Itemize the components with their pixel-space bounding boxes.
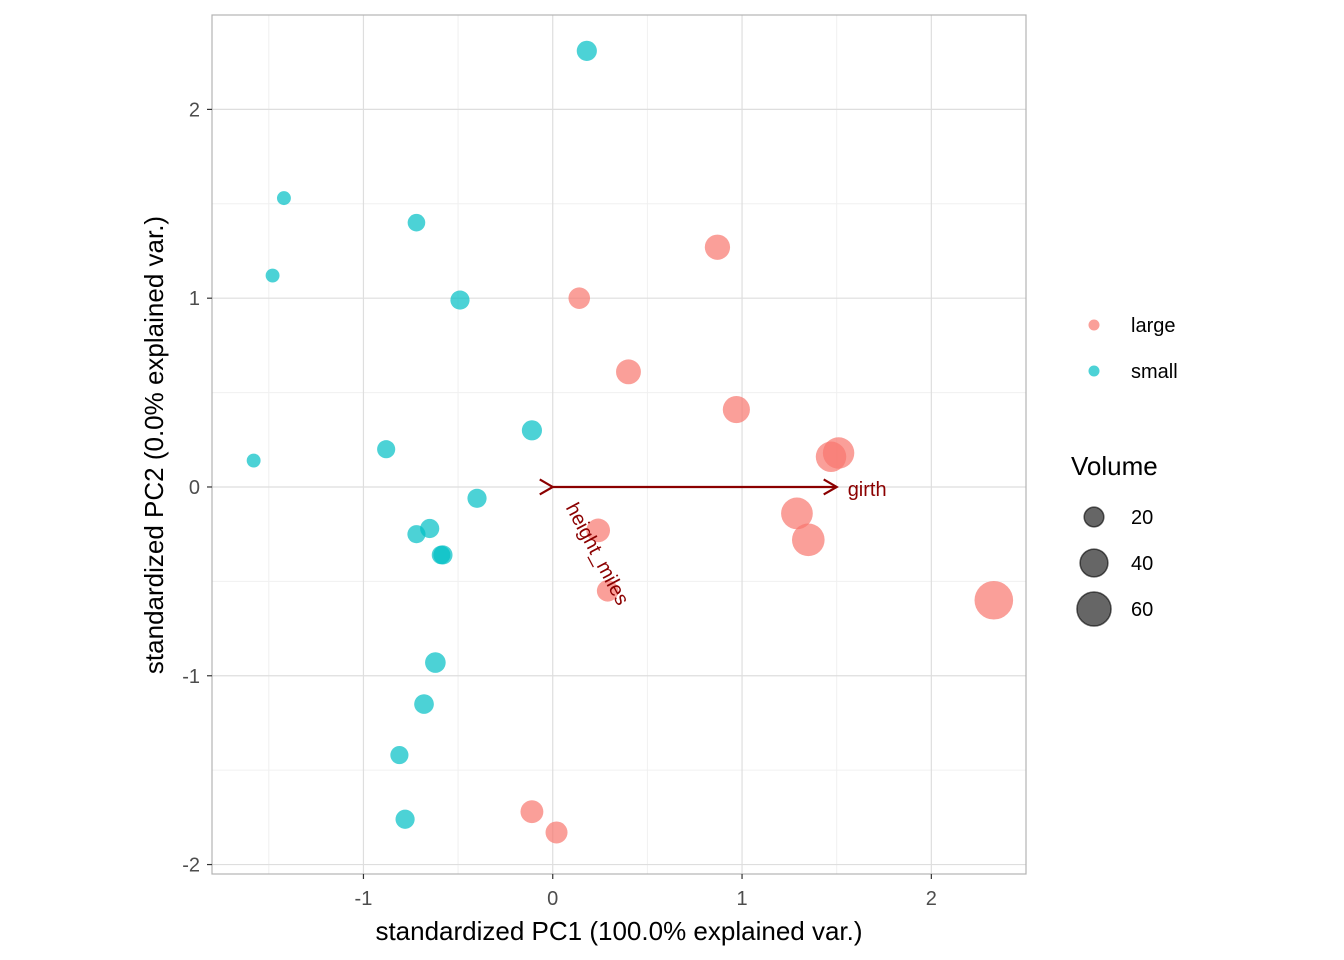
color-legend: large small bbox=[1088, 315, 1178, 383]
data-point-large bbox=[520, 800, 544, 824]
data-point-small bbox=[521, 420, 543, 441]
panel-border bbox=[211, 14, 1027, 875]
data-point-large bbox=[596, 580, 619, 602]
size-legend: 20 40 60 bbox=[1076, 506, 1153, 627]
y-tick-label: 1 bbox=[189, 288, 200, 310]
y-axis-ticks: -2 -1 0 1 2 bbox=[182, 99, 212, 877]
data-point-small bbox=[377, 440, 396, 459]
arrow-head bbox=[823, 478, 839, 496]
y-tick-label: -2 bbox=[182, 855, 200, 877]
data-point-small bbox=[246, 453, 261, 468]
data-point-large bbox=[974, 580, 1014, 620]
data-point-small bbox=[276, 191, 291, 206]
data-point-large bbox=[781, 497, 813, 530]
data-point-large bbox=[568, 287, 591, 309]
y-tick-label: 0 bbox=[189, 477, 200, 499]
data-point-large bbox=[704, 234, 731, 260]
size-legend-label-20: 20 bbox=[1131, 507, 1153, 529]
data-point-large bbox=[822, 437, 855, 469]
data-point-small bbox=[450, 290, 470, 310]
size-legend-key-40 bbox=[1079, 548, 1109, 578]
data-point-small bbox=[265, 268, 280, 283]
panel-background bbox=[212, 15, 1026, 874]
data-point-small bbox=[467, 488, 487, 508]
data-point-small bbox=[407, 213, 426, 232]
size-legend-label-40: 40 bbox=[1131, 553, 1153, 575]
data-point-large bbox=[545, 821, 568, 844]
data-point-small bbox=[433, 545, 453, 565]
data-point-large bbox=[722, 396, 750, 424]
x-axis-title: standardized PC1 (100.0% explained var.) bbox=[375, 916, 862, 946]
data-point-small bbox=[407, 525, 426, 544]
data-point-small bbox=[390, 745, 409, 765]
data-point-small bbox=[414, 694, 434, 714]
legend-label-large: large bbox=[1131, 315, 1175, 337]
x-axis-ticks: -1 0 1 2 bbox=[355, 874, 937, 910]
legend-key-small bbox=[1088, 365, 1100, 377]
data-point-small bbox=[395, 809, 415, 829]
x-tick-label: 2 bbox=[926, 888, 937, 910]
size-legend-label-60: 60 bbox=[1131, 599, 1153, 621]
size-legend-key-20 bbox=[1083, 506, 1105, 528]
y-tick-label: -1 bbox=[182, 666, 200, 688]
arrow-head bbox=[539, 478, 555, 496]
arrow-label: girth bbox=[848, 479, 887, 501]
data-point-large bbox=[586, 518, 611, 543]
data-point-small bbox=[425, 652, 446, 673]
data-point-large bbox=[616, 359, 641, 385]
size-legend-title: Volume bbox=[1071, 451, 1158, 481]
legend-label-small: small bbox=[1131, 361, 1178, 383]
x-tick-label: 1 bbox=[736, 888, 747, 910]
y-axis-title: standardized PC2 (0.0% explained var.) bbox=[139, 216, 169, 674]
legend-key-large bbox=[1088, 319, 1100, 331]
x-tick-label: -1 bbox=[355, 888, 373, 910]
legend: large small Volume 20 40 60 bbox=[1071, 315, 1178, 627]
data-points bbox=[246, 40, 1014, 844]
x-tick-label: 0 bbox=[547, 888, 558, 910]
size-legend-key-60 bbox=[1076, 591, 1112, 627]
y-tick-label: 2 bbox=[189, 99, 200, 121]
data-point-small bbox=[576, 40, 597, 61]
loading-arrow-girth: girth bbox=[552, 478, 887, 501]
data-point-large bbox=[791, 523, 825, 557]
